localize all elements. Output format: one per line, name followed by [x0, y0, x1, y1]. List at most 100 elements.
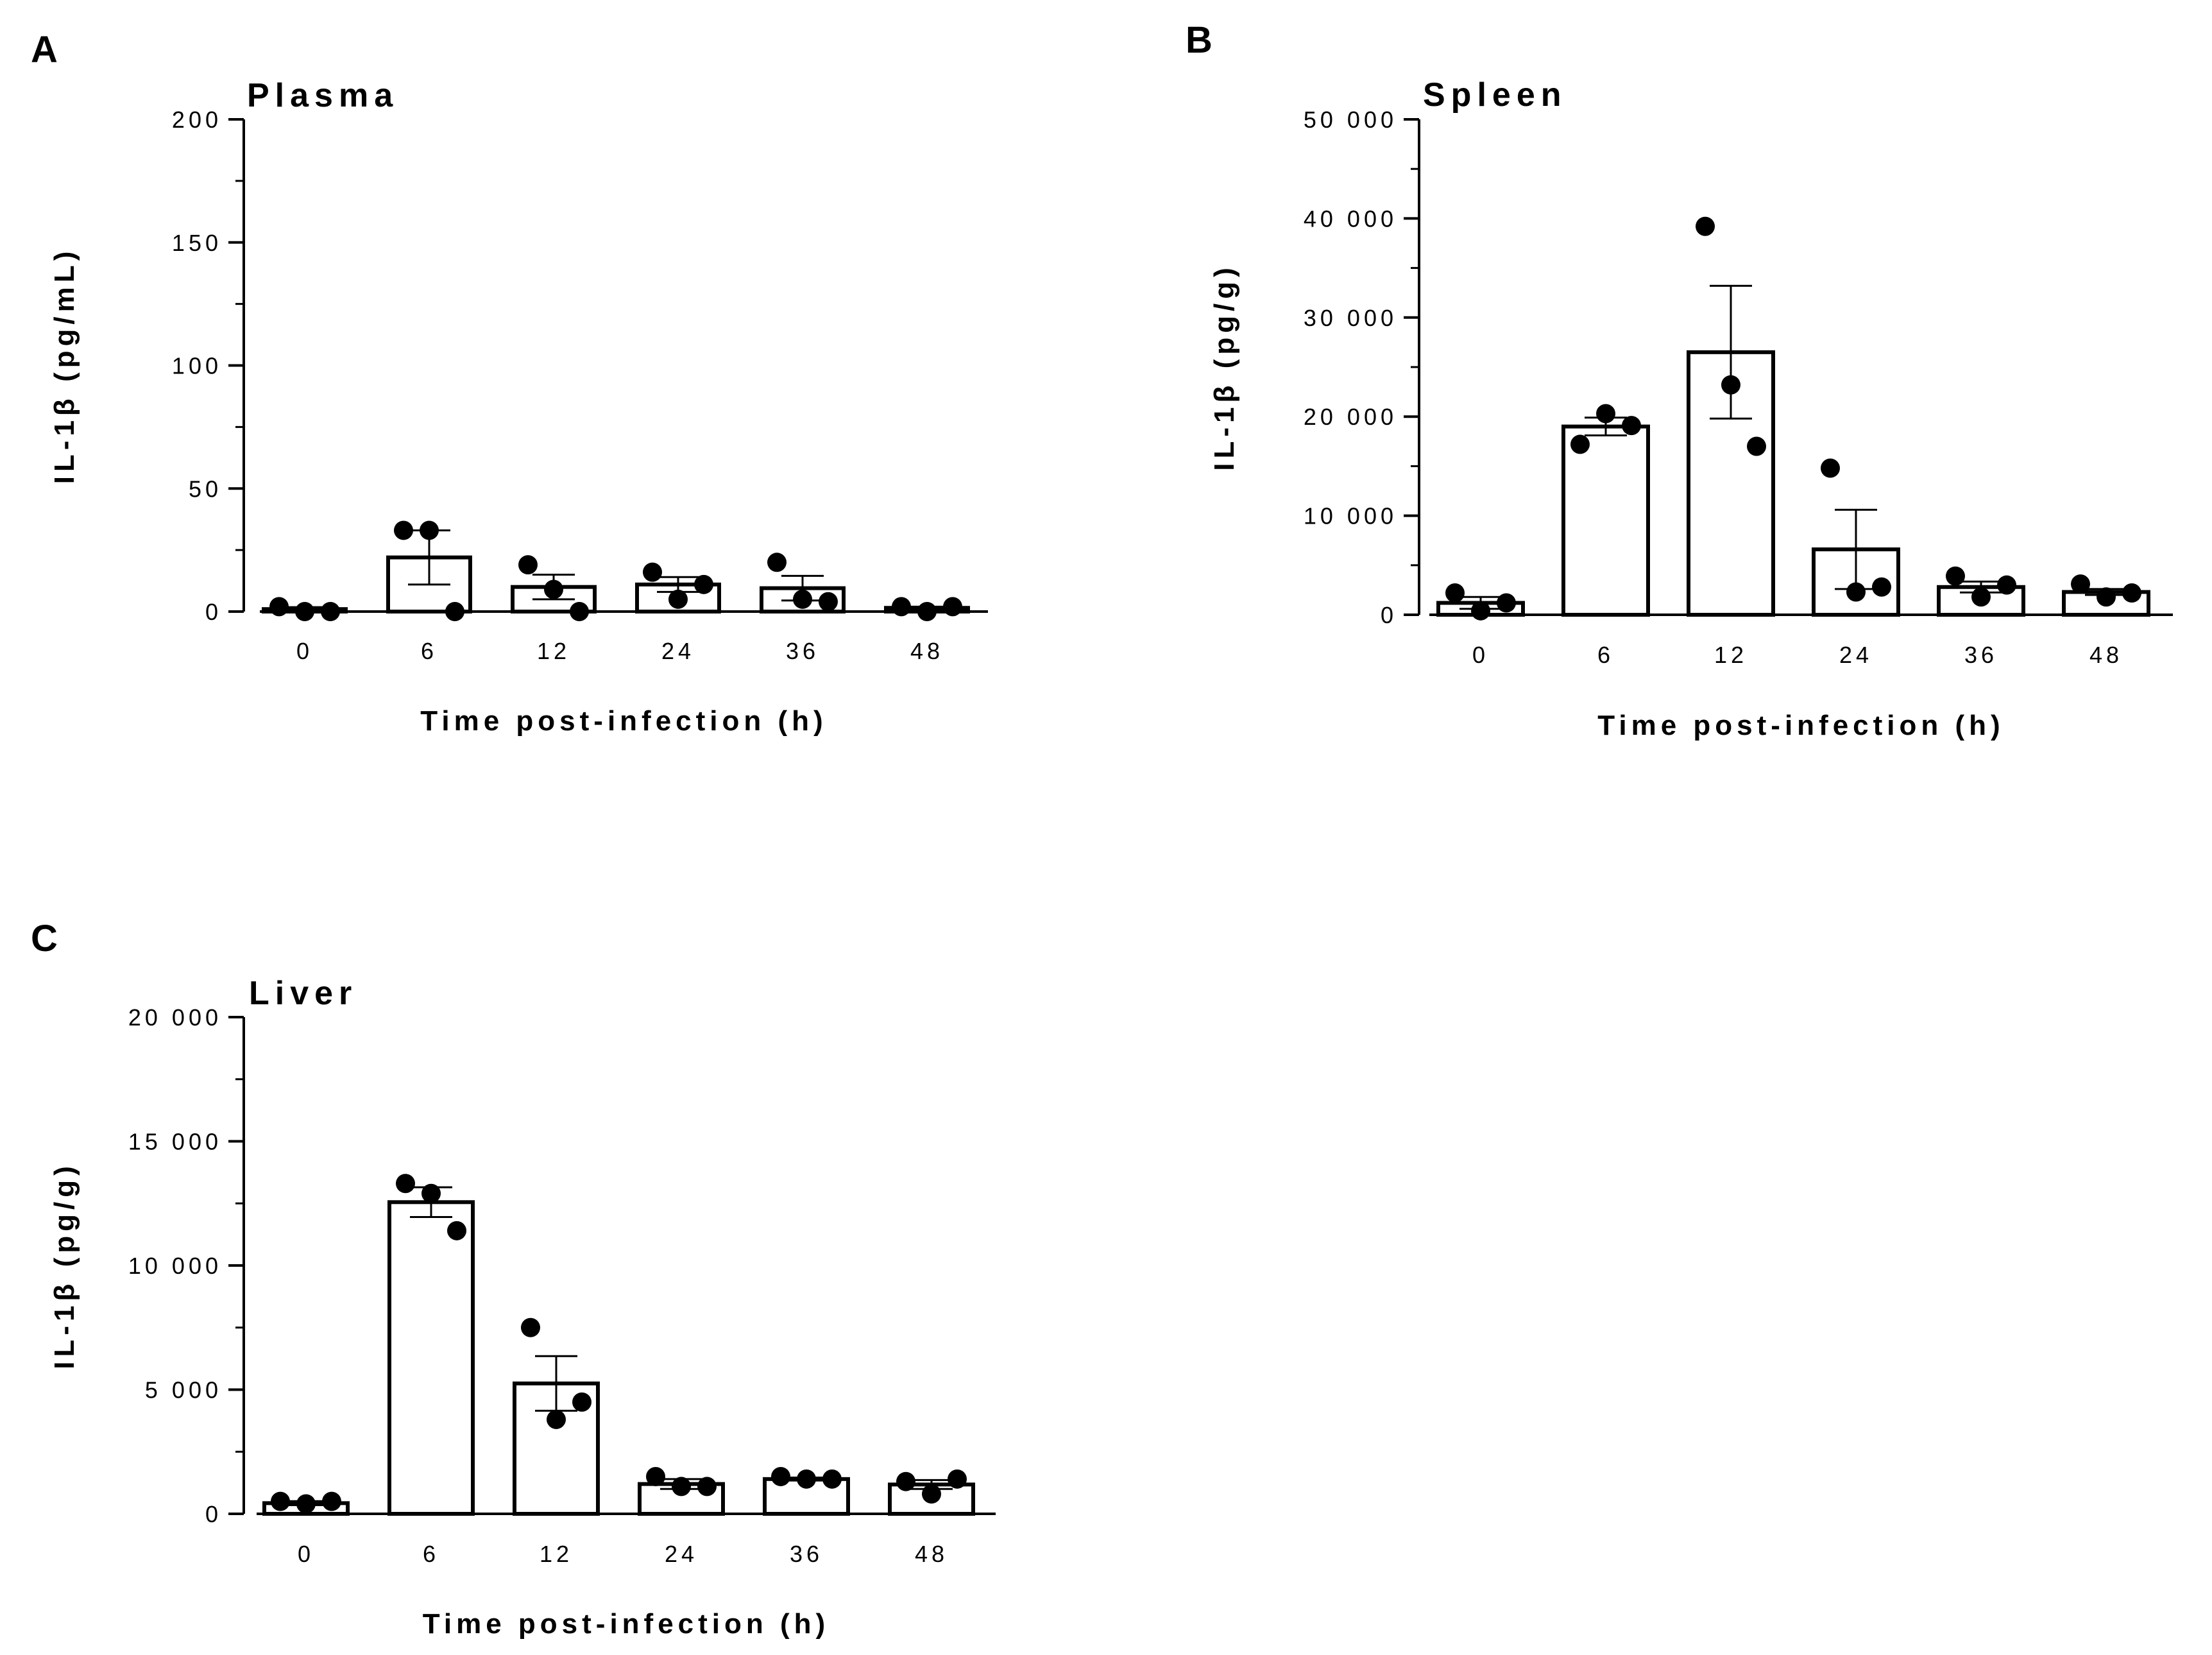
x-tick-label: 6	[423, 1541, 439, 1567]
data-point	[394, 520, 413, 540]
data-point	[447, 1221, 466, 1240]
y-tick-label: 0	[1381, 602, 1397, 628]
x-tick-label: 0	[1472, 642, 1489, 668]
data-point	[2071, 574, 2090, 594]
y-axis-label: IL-1β (pg/g)	[49, 1162, 80, 1369]
y-tick-label: 0	[205, 1501, 222, 1527]
bar	[387, 1200, 475, 1516]
data-point	[420, 520, 439, 540]
x-tick-label: 48	[2089, 642, 2123, 668]
data-point	[797, 1469, 816, 1489]
y-tick-label: 20 000	[1304, 404, 1397, 430]
data-point	[2097, 587, 2116, 607]
x-tick-label: 6	[1597, 642, 1614, 668]
data-point	[518, 555, 538, 575]
data-point	[672, 1477, 691, 1496]
y-axis-label: IL-1β (pg/mL)	[49, 247, 80, 484]
y-tick-label: 200	[172, 107, 222, 133]
data-point	[1872, 577, 1891, 597]
x-tick-label: 6	[421, 638, 438, 664]
data-point	[1570, 434, 1590, 454]
data-point	[1497, 593, 1516, 613]
chart-spleen: Spleen 0 10 000 20 000 30 000 40 000 50 000 0 6 1…	[1209, 76, 2173, 741]
y-tick-label: 100	[172, 353, 222, 379]
data-point	[2122, 583, 2141, 603]
chart-title: Plasma	[247, 77, 398, 114]
x-tick-label: 48	[910, 638, 944, 664]
data-point	[793, 589, 812, 609]
data-point	[321, 602, 340, 621]
x-tick-label: 12	[537, 638, 570, 664]
x-tick-label: 0	[296, 638, 313, 664]
data-point	[544, 579, 563, 599]
data-point	[1846, 582, 1866, 602]
data-point	[271, 1491, 290, 1511]
data-point	[697, 1477, 717, 1496]
data-point	[822, 1469, 842, 1489]
panel-letter-c: C	[31, 918, 58, 959]
data-point	[322, 1491, 341, 1511]
x-tick-label: 12	[1714, 642, 1748, 668]
y-tick-label: 20 000	[128, 1004, 222, 1031]
data-point	[819, 592, 838, 612]
data-point	[295, 602, 314, 621]
data-point	[1622, 416, 1641, 436]
data-point	[917, 602, 937, 621]
y-axis-label: IL-1β (pg/g)	[1209, 263, 1240, 470]
y-tick-label: 10 000	[128, 1253, 222, 1279]
bar	[1561, 424, 1650, 617]
x-tick-label: 36	[786, 638, 819, 664]
panel-letter-b: B	[1186, 19, 1212, 61]
chart-title: Spleen	[1423, 76, 1567, 114]
y-tick-label: 15 000	[128, 1129, 222, 1155]
data-point	[767, 553, 787, 572]
x-tick-label: 36	[790, 1541, 823, 1567]
data-point	[922, 1484, 941, 1504]
data-point	[547, 1409, 566, 1429]
data-point	[1971, 587, 1991, 607]
y-tick-label: 50	[189, 476, 222, 502]
data-point	[269, 597, 289, 617]
x-tick-label: 12	[540, 1541, 573, 1567]
data-point	[1471, 601, 1490, 621]
x-tick-label: 36	[1964, 642, 1998, 668]
x-axis-label: Time post-infection (h)	[1597, 710, 2004, 741]
data-point	[296, 1494, 316, 1514]
data-point	[771, 1466, 790, 1486]
data-point	[1821, 458, 1840, 478]
x-tick-label: 24	[661, 638, 695, 664]
data-point	[1596, 404, 1615, 424]
data-point	[943, 597, 962, 617]
x-axis-label: Time post-infection (h)	[423, 1608, 830, 1640]
data-point	[396, 1174, 415, 1194]
y-tick-label: 150	[172, 230, 222, 256]
data-point	[694, 574, 713, 594]
y-tick-label: 40 000	[1304, 205, 1397, 232]
data-point	[1946, 566, 1965, 586]
data-point	[892, 597, 911, 617]
data-point	[646, 1466, 665, 1486]
data-point	[1445, 583, 1465, 603]
y-tick-label: 30 000	[1304, 305, 1397, 331]
data-point	[896, 1471, 915, 1491]
data-point	[570, 602, 589, 621]
y-tick-label: 10 000	[1304, 503, 1397, 529]
y-tick-label: 5 000	[145, 1377, 222, 1403]
chart-plasma: Plasma 0 50 100 150 200 0 6 12 24 36 48 Time post-in…	[49, 77, 988, 737]
data-point	[643, 562, 662, 582]
data-point	[572, 1392, 591, 1412]
data-point	[1997, 575, 2016, 595]
data-point	[1747, 436, 1766, 456]
panel-letter-a: A	[31, 29, 58, 71]
x-tick-label: 0	[298, 1541, 314, 1567]
x-tick-label: 24	[1839, 642, 1873, 668]
data-point	[948, 1469, 967, 1489]
x-axis-label: Time post-infection (h)	[420, 705, 827, 737]
data-point	[668, 589, 688, 609]
data-point	[445, 602, 464, 621]
chart-liver: Liver 0 5 000 10 000 15 000 20 000 0 6 12 24 36 48 T…	[49, 975, 996, 1640]
data-point	[1721, 375, 1740, 395]
chart-title: Liver	[249, 975, 357, 1012]
y-tick-label: 0	[205, 599, 222, 625]
